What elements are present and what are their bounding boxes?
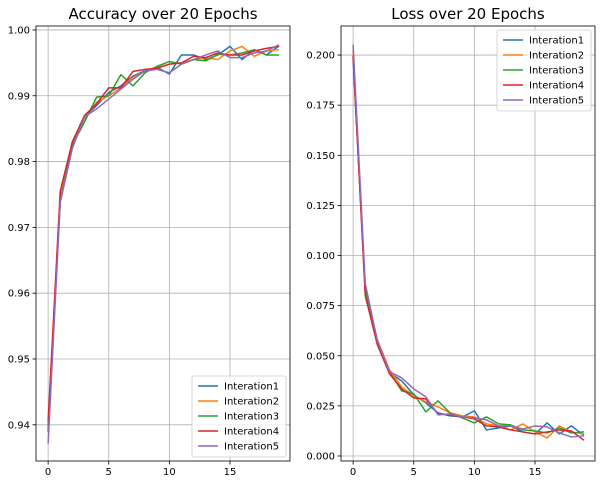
accuracy-legend-label-1: Interation1 (224, 382, 279, 393)
loss-chart-title: Loss over 20 Epochs (391, 5, 545, 23)
accuracy-chart-title: Accuracy over 20 Epochs (68, 5, 257, 23)
accuracy-y-tick-label: 0.97 (8, 223, 30, 234)
accuracy-x-tick-label: 5 (106, 467, 112, 478)
loss-series-line-5 (352, 44, 585, 438)
accuracy-chart: Accuracy over 20 Epochs 0 5 10 15 0.94 0.95 0.… (8, 5, 291, 478)
accuracy-series-group (47, 44, 280, 444)
accuracy-legend-box (191, 375, 287, 458)
loss-y-tick-label: 0.075 (306, 301, 335, 312)
accuracy-y-tick-label: 0.95 (8, 354, 30, 365)
loss-x-tick-label: 10 (468, 467, 481, 478)
accuracy-legend-label-5: Interation5 (224, 442, 279, 453)
loss-x-tick-label: 15 (529, 467, 542, 478)
loss-legend-label-2: Interation2 (529, 51, 584, 62)
loss-y-tick-label: 0.200 (306, 51, 335, 62)
loss-legend: Interation1 Interation2 Interation3 Interat… (496, 29, 592, 112)
accuracy-legend-label-2: Interation2 (224, 397, 279, 408)
loss-y-tick-label: 0.150 (306, 151, 335, 162)
loss-series-group (352, 44, 585, 441)
loss-x-tick-label: 5 (411, 467, 417, 478)
accuracy-x-tick-label: 10 (163, 467, 176, 478)
loss-legend-label-1: Interation1 (529, 36, 584, 47)
accuracy-ticks: 0 5 10 15 0.94 0.95 0.96 0.97 0.98 0.99 1.00 (8, 25, 237, 478)
accuracy-x-tick-label: 0 (45, 467, 51, 478)
accuracy-series-line-3 (47, 48, 280, 429)
accuracy-y-tick-label: 0.98 (8, 157, 30, 168)
loss-ticks: 0 5 10 15 0.000 0.025 0.050 0.075 0.100 0.125 0.15… (306, 51, 541, 478)
loss-y-tick-label: 0.175 (306, 101, 335, 112)
accuracy-legend: Interation1 Interation2 Interation3 Interat… (191, 375, 287, 458)
loss-chart: Loss over 20 Epochs 0 5 10 15 0.000 0.025 0.05… (306, 5, 596, 478)
loss-y-tick-label: 0.125 (306, 201, 335, 212)
accuracy-series-line-5 (47, 44, 280, 444)
accuracy-y-tick-label: 0.99 (8, 91, 30, 102)
loss-plot-frame (340, 25, 596, 462)
accuracy-legend-label-3: Interation3 (224, 412, 279, 423)
accuracy-legend-label-4: Interation4 (224, 427, 279, 438)
accuracy-y-tick-label: 0.94 (8, 420, 30, 431)
accuracy-x-tick-label: 15 (224, 467, 237, 478)
loss-x-tick-label: 0 (350, 467, 356, 478)
accuracy-y-tick-label: 0.96 (8, 289, 30, 300)
loss-legend-label-4: Interation4 (529, 81, 584, 92)
loss-legend-label-3: Interation3 (529, 66, 584, 77)
accuracy-y-tick-label: 1.00 (8, 25, 30, 36)
loss-y-tick-label: 0.025 (306, 401, 335, 412)
loss-y-tick-label: 0.050 (306, 351, 335, 362)
loss-legend-box (496, 29, 592, 112)
loss-y-tick-label: 0.100 (306, 251, 335, 262)
loss-legend-label-5: Interation5 (529, 96, 584, 107)
accuracy-series-line-4 (47, 45, 280, 423)
accuracy-plot-frame (35, 25, 291, 462)
loss-y-tick-label: 0.000 (306, 451, 335, 462)
